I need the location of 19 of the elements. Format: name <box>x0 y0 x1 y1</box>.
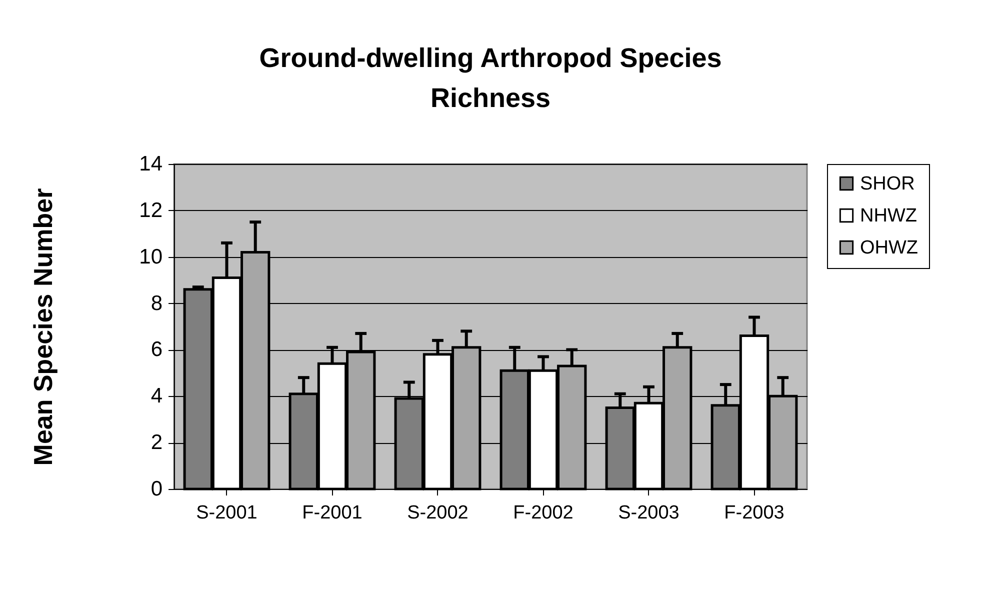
y-tick-label: 4 <box>150 384 163 408</box>
legend-label: OHWZ <box>860 238 918 258</box>
chart-title: Ground-dwelling Arthropod Species Richness <box>259 43 722 113</box>
y-tick-label: 8 <box>150 292 162 315</box>
legend-label: SHOR <box>860 174 915 194</box>
y-tick-label: 10 <box>139 245 162 268</box>
y-tick-label: 6 <box>150 338 162 362</box>
x-tick-label: S-2001 <box>196 502 258 524</box>
y-tick-label: 2 <box>150 431 162 454</box>
legend-label: NHWZ <box>860 206 918 226</box>
x-tick-label: F-2003 <box>724 502 784 524</box>
y-tick-label: 0 <box>150 478 162 500</box>
x-tick-label: S-2003 <box>618 502 680 524</box>
y-axis-title: Mean Species Number <box>28 188 58 466</box>
y-tick-label: 14 <box>139 152 163 176</box>
x-tick-label: F-2002 <box>513 502 574 524</box>
x-tick-label: F-2001 <box>302 502 362 524</box>
x-tick-label: S-2002 <box>407 502 468 524</box>
y-tick-label: 12 <box>139 198 162 222</box>
